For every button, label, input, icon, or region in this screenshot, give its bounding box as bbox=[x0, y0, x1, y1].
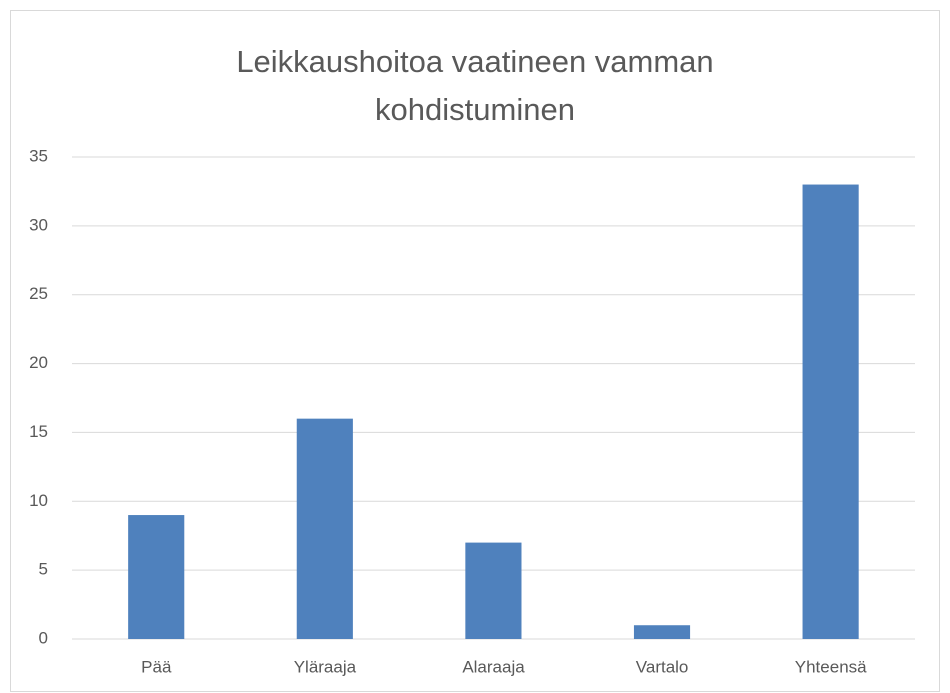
bar bbox=[128, 515, 185, 639]
y-tick-label: 0 bbox=[39, 628, 48, 647]
y-tick-label: 25 bbox=[29, 284, 48, 303]
y-tick-label: 35 bbox=[29, 146, 48, 165]
x-tick-label: Vartalo bbox=[636, 657, 689, 676]
y-tick-label: 30 bbox=[29, 215, 48, 234]
bar bbox=[802, 184, 859, 640]
x-tick-label: Yhteensä bbox=[795, 657, 867, 676]
y-tick-label: 5 bbox=[39, 560, 48, 579]
x-tick-label: Pää bbox=[141, 657, 172, 676]
y-tick-label: 20 bbox=[29, 353, 48, 372]
y-tick-label: 15 bbox=[29, 422, 48, 441]
chart-title: Leikkaushoitoa vaatineen vamman kohdistu… bbox=[236, 44, 714, 127]
bar bbox=[465, 542, 522, 639]
y-tick-label: 10 bbox=[29, 491, 48, 510]
bar bbox=[633, 625, 691, 639]
x-tick-label: Yläraaja bbox=[294, 657, 357, 676]
bar bbox=[296, 418, 353, 639]
x-tick-label: Alaraaja bbox=[462, 657, 525, 676]
